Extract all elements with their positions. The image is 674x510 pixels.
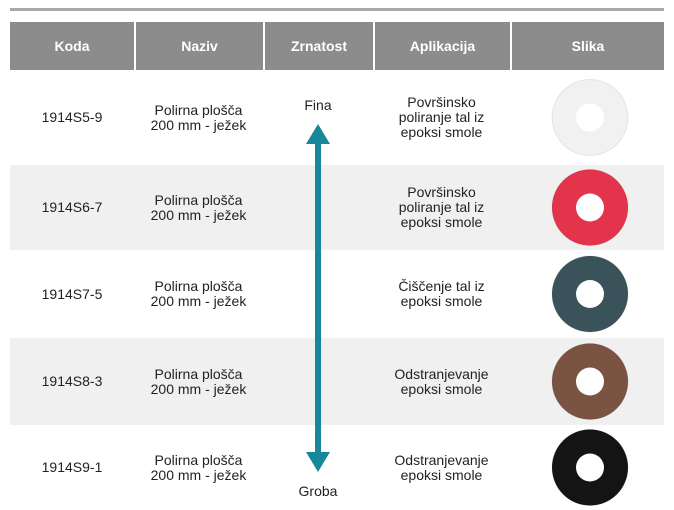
header-text: Slika <box>571 37 605 54</box>
code-cell: 1914S8-3 <box>10 338 134 425</box>
name-cell: Polirna plošča 200 mm - ježek <box>134 70 263 165</box>
application-line: epoksi smole <box>400 293 483 309</box>
name-line: 200 mm - ježek <box>150 206 247 223</box>
name-cell: Polirna plošča 200 mm - ježek <box>134 425 263 510</box>
name-line: Polirna plošča <box>154 101 243 118</box>
grain-label: Groba <box>298 482 338 499</box>
name-line: Polirna plošča <box>154 451 243 468</box>
grain-label: Fina <box>304 96 332 113</box>
code: 1914S5-9 <box>41 109 103 125</box>
header-cell: Koda <box>10 22 134 70</box>
application-line: poliranje tal iz <box>398 109 485 125</box>
application-cell: Površinsko poliranje tal iz epoksi smole <box>373 165 510 250</box>
image-hole <box>576 280 604 308</box>
application-cell: Odstranjevanje epoksi smole <box>373 425 510 510</box>
grain-top: Fina <box>263 96 373 114</box>
name-line: 200 mm - ježek <box>150 116 247 133</box>
application-line: Odstranjevanje <box>394 451 489 468</box>
image-hole <box>576 367 604 396</box>
application-cell: Čiščenje tal iz epoksi smole <box>373 250 510 338</box>
header-cell: Naziv <box>136 22 263 70</box>
name-line: 200 mm - ježek <box>150 293 247 309</box>
code-cell: 1914S5-9 <box>10 70 134 165</box>
header-text: Naziv <box>181 37 218 54</box>
application-line: Čiščenje tal iz <box>398 278 485 294</box>
header-text: Aplikacija <box>409 37 476 54</box>
code-cell: 1914S6-7 <box>10 165 134 250</box>
application-line: epoksi smole <box>400 214 483 230</box>
grain-bottom: Groba <box>263 482 373 500</box>
application-line: epoksi smole <box>400 466 483 483</box>
name-line: 200 mm - ježek <box>150 466 247 483</box>
name-line: Polirna plošča <box>154 278 243 294</box>
code: 1914S6-7 <box>41 199 103 215</box>
header-cell: Zrnatost <box>265 22 373 70</box>
code-cell: 1914S9-1 <box>10 425 134 510</box>
header-cell: Slika <box>512 22 664 70</box>
name-cell: Polirna plošča 200 mm - ježek <box>134 165 263 250</box>
grain-arrow <box>306 124 330 144</box>
application-line: epoksi smole <box>400 124 483 140</box>
name-cell: Polirna plošča 200 mm - ježek <box>134 250 263 338</box>
header-text: Koda <box>54 37 90 54</box>
name-line: 200 mm - ježek <box>150 380 247 397</box>
grain-arrow <box>306 452 330 472</box>
application-line: epoksi smole <box>400 380 483 397</box>
name-cell: Polirna plošča 200 mm - ježek <box>134 338 263 425</box>
top-rule <box>10 8 664 11</box>
application-line: Površinsko <box>407 184 476 200</box>
application-line: Površinsko <box>407 94 476 110</box>
name-line: Polirna plošča <box>154 365 243 382</box>
application-line: Odstranjevanje <box>394 365 489 382</box>
header-cell: Aplikacija <box>375 22 510 70</box>
name-line: Polirna plošča <box>154 191 243 208</box>
code: 1914S7-5 <box>41 285 103 302</box>
application-cell: Odstranjevanje epoksi smole <box>373 338 510 425</box>
image-hole <box>576 453 604 482</box>
header-text: Zrnatost <box>291 37 347 54</box>
code: 1914S9-1 <box>41 459 103 475</box>
code: 1914S8-3 <box>41 373 103 389</box>
image-hole <box>576 193 604 222</box>
image-hole <box>576 103 604 132</box>
code-cell: 1914S7-5 <box>10 250 134 338</box>
application-cell: Površinsko poliranje tal iz epoksi smole <box>373 70 510 165</box>
application-line: poliranje tal iz <box>398 199 485 215</box>
